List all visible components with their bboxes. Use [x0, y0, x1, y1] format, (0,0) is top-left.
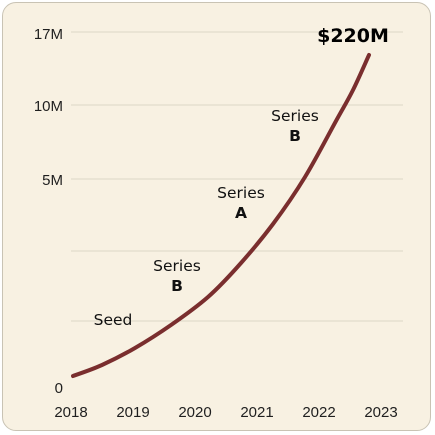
- annotation-text: B: [171, 277, 183, 295]
- x-tick-label: 2019: [116, 404, 149, 421]
- x-tick-label: 2021: [240, 404, 273, 421]
- x-tick-label: 2022: [302, 404, 335, 421]
- grid-layer: [71, 31, 403, 322]
- annotation-text: B: [289, 127, 301, 145]
- y-tick-label: 17M: [34, 26, 63, 43]
- annotation-text: Seed: [94, 311, 133, 329]
- series-line: [71, 53, 371, 378]
- series-layer: [71, 53, 371, 378]
- annotation-text: Series: [153, 257, 201, 275]
- y-tick-label: 0: [55, 380, 63, 397]
- headline-value: $220M: [317, 25, 389, 47]
- x-tick-label: 2018: [54, 404, 87, 421]
- y-tick-label: 5M: [42, 172, 63, 189]
- annotation-text: A: [235, 204, 247, 222]
- growth-chart: 0 5M 10M 17M 2018 2019 2020 2021 2022 2023 Seed S…: [34, 25, 403, 421]
- chart-card: 0 5M 10M 17M 2018 2019 2020 2021 2022 2023 Seed S…: [2, 2, 431, 431]
- annotation-text: Series: [271, 107, 319, 125]
- funding-annotation: Seed: [94, 311, 133, 329]
- annotation-text: Series: [217, 184, 265, 202]
- y-axis-ticks: 0 5M 10M 17M: [34, 26, 63, 397]
- x-tick-label: 2020: [178, 404, 211, 421]
- x-tick-label: 2023: [364, 404, 397, 421]
- funding-annotation: Series B: [271, 107, 319, 145]
- funding-annotation: Series A: [217, 184, 265, 222]
- funding-annotation: Series B: [153, 257, 201, 295]
- y-tick-label: 10M: [34, 98, 63, 115]
- annotation-layer: Seed Series B Series A Series B $220M: [94, 25, 389, 329]
- x-axis-ticks: 2018 2019 2020 2021 2022 2023: [54, 404, 397, 421]
